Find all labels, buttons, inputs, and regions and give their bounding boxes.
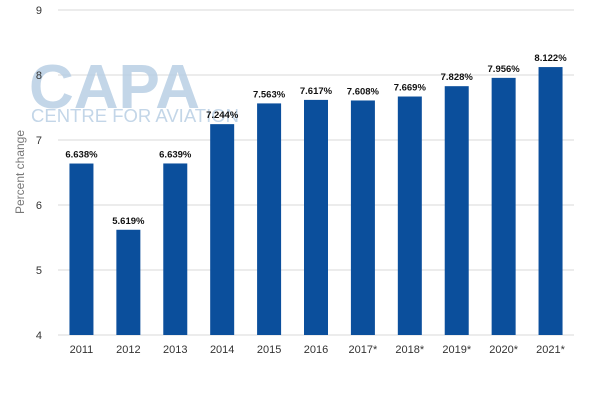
bar-value-label: 6.639% (159, 149, 192, 160)
x-tick-label: 2011 (70, 344, 94, 356)
x-tick-label: 2020* (489, 344, 518, 356)
y-tick-label: 7 (36, 135, 42, 147)
bar-value-label: 8.122% (534, 53, 567, 64)
bar-value-label: 7.828% (441, 72, 474, 83)
y-axis-ticks: 4 5 6 7 8 9 (36, 5, 42, 342)
bar-series (69, 67, 563, 336)
watermark-tagline: CENTRE FOR AVIATION (31, 105, 239, 126)
bar (538, 67, 563, 335)
bar-value-label: 6.638% (65, 150, 98, 161)
bar-value-label: 7.617% (300, 86, 333, 97)
y-tick-label: 6 (36, 200, 42, 212)
y-tick-label: 9 (36, 5, 42, 17)
bar (304, 99, 328, 336)
data-labels: 6.638% 5.619% 6.639% 7.244% 7.563% 7.617% 7.60… (65, 53, 567, 227)
bar-value-label: 7.608% (347, 86, 380, 97)
y-tick-label: 4 (36, 330, 42, 342)
bar (210, 124, 235, 335)
y-tick-label: 8 (36, 70, 42, 82)
watermark-brand: CAPA (29, 53, 200, 122)
x-tick-label: 2012 (116, 344, 140, 356)
x-tick-label: 2013 (163, 344, 187, 356)
bar-value-label: 7.956% (488, 64, 521, 75)
x-tick-label: 2021* (536, 344, 565, 356)
x-tick-label: 2017* (349, 344, 378, 356)
bar (69, 163, 94, 335)
bar (116, 229, 141, 335)
capa-watermark: CAPA CENTRE FOR AVIATION (29, 53, 239, 126)
bar (444, 86, 469, 336)
bar (257, 103, 282, 335)
bar (350, 100, 375, 335)
x-tick-label: 2019* (442, 344, 471, 356)
y-tick-label: 5 (36, 265, 42, 277)
x-tick-label: 2014 (210, 344, 234, 356)
x-axis-ticks: 2011 2012 2013 2014 2015 2016 2017* 2018* 2019* 2… (70, 344, 566, 356)
bar-value-label: 7.244% (206, 110, 239, 121)
x-tick-label: 2018* (395, 344, 424, 356)
bar-value-label: 7.669% (394, 83, 427, 94)
bar-value-label: 5.619% (112, 216, 145, 227)
bar (163, 163, 188, 335)
y-axis-title: Percent change (13, 130, 27, 214)
bar (397, 96, 422, 335)
x-tick-label: 2016 (304, 344, 328, 356)
bar-value-label: 7.563% (253, 89, 286, 100)
x-tick-label: 2015 (257, 344, 281, 356)
bar (491, 77, 516, 336)
